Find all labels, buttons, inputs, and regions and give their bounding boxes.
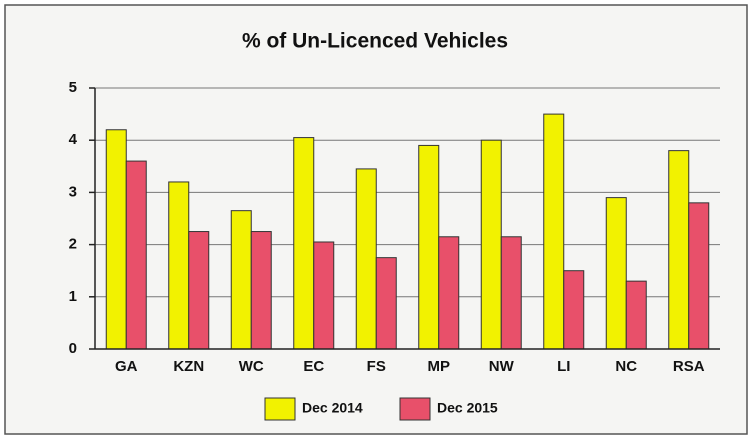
bar	[293, 137, 315, 350]
x-tick-label: RSA	[673, 358, 705, 375]
x-tick-label: NW	[489, 358, 515, 375]
bar	[313, 241, 335, 350]
bar	[668, 150, 690, 350]
bar	[168, 181, 190, 350]
x-tick-label: FS	[367, 358, 386, 375]
bar	[105, 129, 127, 350]
x-tick-label: LI	[557, 358, 570, 375]
bar	[480, 139, 502, 350]
y-tick-label: 4	[69, 131, 78, 148]
legend-label: Dec 2015	[437, 400, 498, 416]
bar	[543, 113, 565, 350]
bar	[563, 270, 585, 350]
y-tick-label: 2	[69, 236, 77, 253]
bar	[355, 168, 377, 350]
bar	[250, 231, 272, 350]
x-tick-label: KZN	[173, 358, 204, 375]
bar	[188, 231, 210, 350]
legend-label: Dec 2014	[302, 400, 363, 416]
legend-swatch	[399, 397, 431, 421]
legend-swatch	[264, 397, 296, 421]
bar	[125, 160, 147, 350]
bar	[625, 280, 647, 350]
bar	[375, 257, 397, 350]
y-tick-label: 1	[69, 288, 77, 305]
bar	[230, 210, 252, 350]
x-tick-label: NC	[615, 358, 637, 375]
bar	[688, 202, 710, 350]
bar	[500, 236, 522, 350]
y-tick-label: 5	[69, 79, 77, 96]
x-tick-label: EC	[303, 358, 324, 375]
bar	[605, 197, 627, 350]
chart-title: % of Un-Licenced Vehicles	[242, 30, 508, 53]
y-tick-label: 0	[69, 340, 77, 357]
x-tick-label: WC	[239, 358, 264, 375]
bar	[438, 236, 460, 350]
x-tick-label: MP	[428, 358, 451, 375]
x-tick-label: GA	[115, 358, 138, 375]
y-tick-label: 3	[69, 183, 77, 200]
bar	[418, 144, 440, 350]
